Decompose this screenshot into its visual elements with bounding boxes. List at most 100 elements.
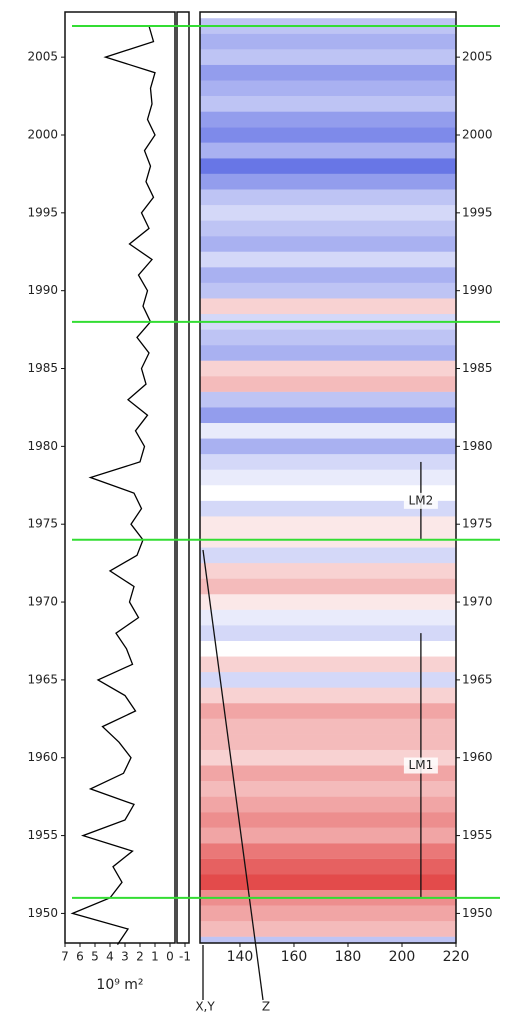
y-tick-label: 1975	[462, 517, 493, 531]
heat-cell	[200, 267, 456, 283]
heat-cell	[200, 220, 456, 237]
heat-cell	[200, 516, 456, 532]
heat-cell	[200, 874, 456, 891]
heat-cell	[200, 594, 456, 610]
annotation-bg	[403, 757, 438, 774]
heat-cell	[200, 158, 456, 174]
heat-cell	[200, 500, 456, 517]
heat-cell	[200, 251, 456, 268]
heat-cell	[200, 625, 456, 641]
x-tick-label: 6	[76, 950, 84, 964]
heat-cell	[200, 391, 456, 408]
heat-cell	[200, 33, 456, 50]
heat-cell	[200, 547, 456, 564]
heat-cell	[200, 189, 456, 206]
x-tick-label: 5	[91, 950, 99, 964]
y-tick-label: 1960	[27, 750, 58, 764]
heat-cell	[200, 656, 456, 673]
x-tick-label: 200	[389, 949, 416, 965]
y-tick-label: 1990	[462, 283, 493, 297]
heat-cell	[200, 282, 456, 299]
y-tick-label: 1970	[27, 595, 58, 609]
heat-cell	[200, 423, 456, 439]
heat-cell	[200, 376, 456, 392]
heat-cell	[200, 749, 456, 766]
right-panel-frame	[199, 11, 457, 944]
heat-cell	[200, 734, 456, 750]
x-tick-label: 2	[136, 950, 144, 964]
y-tick-label: 1985	[27, 361, 58, 375]
x-tick-label: 3	[121, 950, 129, 964]
heat-cell	[200, 921, 456, 937]
y-tick-label: 1950	[462, 906, 493, 920]
heat-cell	[200, 781, 456, 797]
heat-cell	[200, 765, 456, 782]
x-tick-label: 7	[61, 950, 69, 964]
annotation-label: LM1	[409, 758, 434, 772]
heat-cell	[200, 96, 456, 112]
heat-cell	[200, 796, 456, 813]
heat-cell	[200, 345, 456, 361]
y-tick-label: 2000	[27, 127, 58, 141]
heat-cell	[200, 298, 456, 315]
heat-cell	[200, 641, 456, 657]
heat-cell	[200, 111, 456, 128]
heat-cell	[200, 718, 456, 735]
x-tick-label: 0	[166, 950, 174, 964]
heat-cell	[200, 905, 456, 922]
y-tick-label: 1970	[462, 595, 493, 609]
heat-cell	[200, 827, 456, 844]
x-tick-label: 140	[227, 949, 254, 965]
x-tick-label: 1	[151, 950, 159, 964]
y-tick-label: 1965	[462, 672, 493, 686]
x-tick-label: -1	[179, 950, 191, 964]
heat-cell	[200, 205, 456, 221]
x-tick-label: 220	[443, 949, 470, 965]
z-marker-line	[202, 549, 264, 1001]
heat-cell	[200, 609, 456, 626]
heat-cell	[200, 843, 456, 859]
y-tick-label: 1960	[462, 750, 493, 764]
annotation-bg	[403, 492, 438, 509]
heat-cell	[200, 703, 456, 719]
heat-cell	[200, 80, 456, 97]
heat-cell	[200, 438, 456, 455]
heat-cell	[200, 329, 456, 346]
heat-cell	[200, 672, 456, 688]
y-tick-label: 1955	[462, 828, 493, 842]
heat-cell	[200, 173, 456, 190]
y-tick-label: 1950	[27, 906, 58, 920]
heat-cell	[200, 236, 456, 252]
heat-cell	[200, 49, 456, 65]
x-tick-label: 4	[106, 950, 114, 964]
heat-cell	[200, 812, 456, 828]
area-line	[70, 25, 156, 945]
heat-cell	[200, 469, 456, 486]
heat-cell	[200, 936, 456, 943]
x-tick-label: 160	[281, 949, 308, 965]
left-strip-frame	[176, 11, 190, 944]
y-tick-label: 1980	[462, 439, 493, 453]
x-tick-label: 180	[335, 949, 362, 965]
marker-label: Z	[262, 1000, 270, 1014]
heat-cell	[200, 407, 456, 424]
heat-cell	[200, 454, 456, 470]
left-panel-frame	[64, 11, 176, 944]
heat-cell	[200, 360, 456, 377]
y-tick-label: 1995	[462, 205, 493, 219]
y-tick-label: 1995	[27, 205, 58, 219]
y-tick-label: 1955	[27, 828, 58, 842]
y-tick-label: 1990	[27, 283, 58, 297]
heat-cell	[200, 142, 456, 159]
y-tick-label: 1975	[27, 517, 58, 531]
y-tick-label: 2005	[462, 50, 493, 64]
heat-cell	[200, 127, 456, 143]
x-axis-label: 10⁹ m²	[96, 977, 143, 993]
y-tick-label: 1965	[27, 672, 58, 686]
heat-cell	[200, 563, 456, 579]
heat-cell	[200, 858, 456, 875]
heat-cell	[200, 578, 456, 595]
y-tick-label: 2005	[27, 50, 58, 64]
heat-cell	[200, 64, 456, 81]
